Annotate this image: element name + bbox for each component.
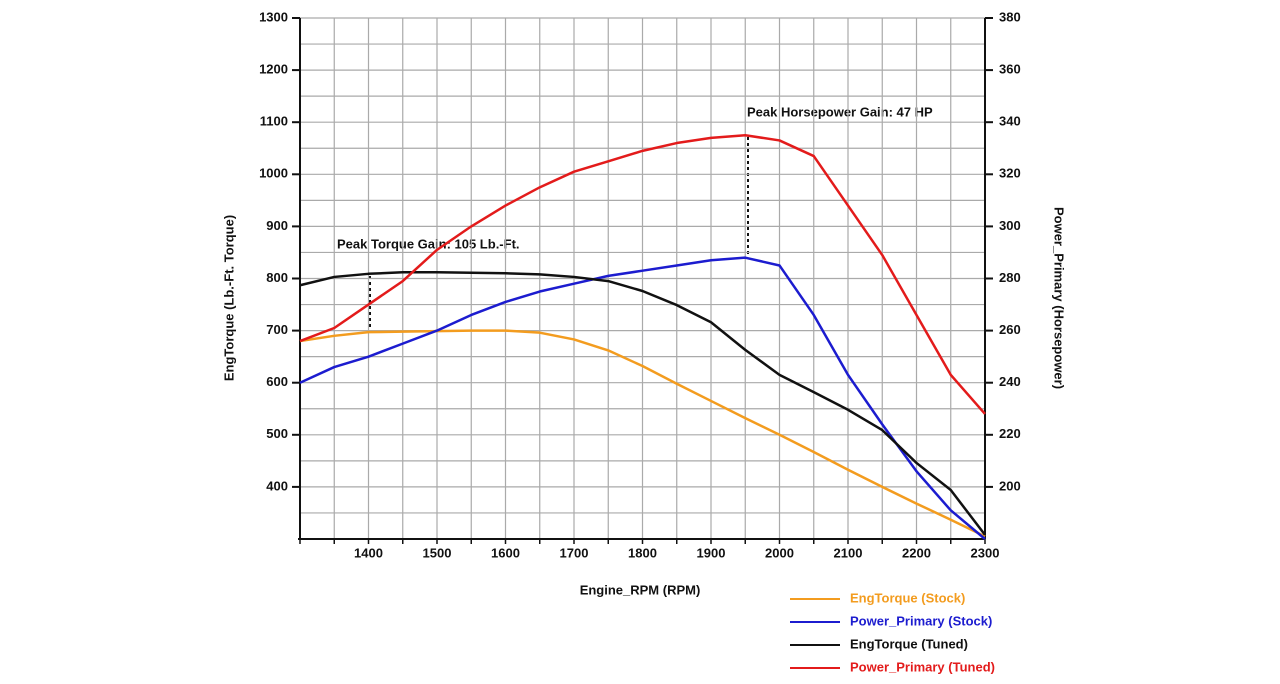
legend-label: EngTorque (Tuned) bbox=[850, 636, 968, 651]
y2-tick-label: 240 bbox=[999, 374, 1021, 389]
x-tick-label: 1600 bbox=[491, 545, 520, 560]
legend-label: EngTorque (Stock) bbox=[850, 590, 965, 605]
y2-tick-label: 300 bbox=[999, 218, 1021, 233]
y-tick-label: 1100 bbox=[260, 114, 288, 129]
annotation: Peak Torque Gain: 105 Lb.-Ft. bbox=[337, 236, 520, 251]
legend-label: Power_Primary (Stock) bbox=[850, 613, 992, 628]
y-tick-label: 800 bbox=[266, 270, 288, 285]
y-tick-label: 1300 bbox=[259, 9, 288, 24]
y2-tick-label: 360 bbox=[999, 62, 1021, 77]
x-tick-label: 1900 bbox=[697, 545, 726, 560]
x-tick-label: 2000 bbox=[765, 545, 794, 560]
y-tick-label: 700 bbox=[266, 322, 288, 337]
y-tick-label: 400 bbox=[266, 478, 288, 493]
y2-axis-label: Power_Primary (Horsepower) bbox=[1052, 207, 1067, 389]
y-tick-label: 900 bbox=[266, 218, 288, 233]
x-tick-label: 1400 bbox=[354, 545, 383, 560]
y-tick-label: 600 bbox=[266, 374, 288, 389]
legend-label: Power_Primary (Tuned) bbox=[850, 659, 995, 674]
y2-tick-label: 340 bbox=[999, 114, 1021, 129]
y2-tick-label: 260 bbox=[999, 322, 1021, 337]
x-axis-label: Engine_RPM (RPM) bbox=[580, 582, 701, 597]
series-line bbox=[299, 329, 986, 538]
y2-tick-label: 320 bbox=[999, 166, 1021, 181]
y2-tick-label: 380 bbox=[999, 9, 1021, 24]
series-line bbox=[299, 133, 986, 415]
x-tick-label: 1800 bbox=[628, 545, 657, 560]
y-tick-label: 1000 bbox=[259, 166, 288, 181]
y2-tick-label: 280 bbox=[999, 270, 1021, 285]
y2-tick-label: 220 bbox=[999, 426, 1021, 441]
x-tick-label: 1700 bbox=[560, 545, 589, 560]
x-tick-label: 1500 bbox=[423, 545, 452, 560]
x-tick-label: 2200 bbox=[902, 545, 931, 560]
y2-tick-label: 200 bbox=[999, 478, 1021, 493]
y-tick-label: 1200 bbox=[259, 62, 288, 77]
x-tick-label: 2300 bbox=[971, 545, 1000, 560]
y-axis-label: EngTorque (Lb.-Ft. Torque) bbox=[221, 215, 236, 381]
y-tick-label: 500 bbox=[266, 426, 288, 441]
x-tick-label: 2100 bbox=[834, 545, 863, 560]
annotation: Peak Horsepower Gain: 47 HP bbox=[747, 104, 933, 119]
series-line bbox=[299, 256, 986, 540]
